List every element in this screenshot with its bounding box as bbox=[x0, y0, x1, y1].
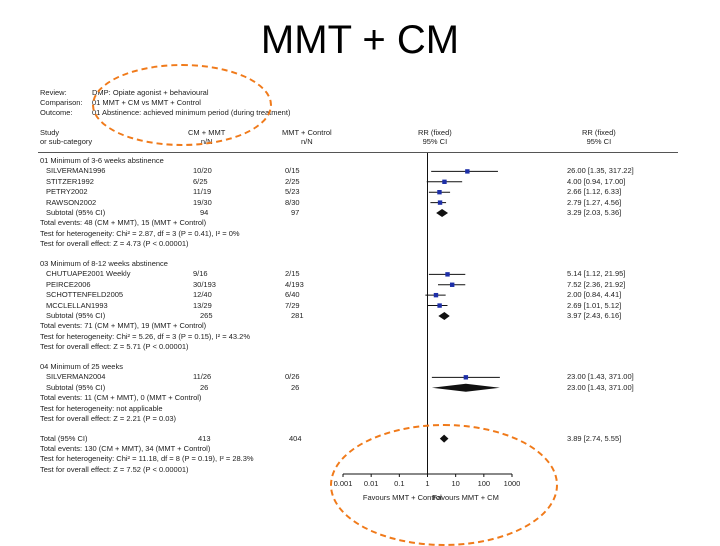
subtotal-label: Subtotal (95% CI) bbox=[46, 382, 106, 392]
group-note: Test for overall effect: Z = 5.71 (P < 0… bbox=[40, 342, 189, 352]
study-name: PETRY2002 bbox=[46, 187, 88, 197]
subtotal-treat: 265 bbox=[200, 310, 213, 320]
study-ci: 26.00 [1.35, 317.22] bbox=[567, 166, 634, 176]
review-key: Review: bbox=[40, 88, 67, 97]
col-rr: RR (fixed) 95% CI bbox=[582, 128, 616, 146]
study-name: SCHOTTENFELD2005 bbox=[46, 290, 124, 300]
subtotal-diamond bbox=[431, 383, 500, 392]
subtotal-treat: 94 bbox=[200, 208, 209, 217]
study-ci: 2.79 [1.27, 4.56] bbox=[567, 197, 622, 207]
point-estimate bbox=[442, 179, 447, 184]
annotation-ellipse-axis bbox=[330, 424, 558, 546]
point-estimate bbox=[445, 272, 450, 277]
study-name: RAWSON2002 bbox=[46, 197, 97, 207]
total-note: Test for heterogeneity: Chi² = 11.18, df… bbox=[40, 454, 254, 464]
group-title: 04 Minimum of 25 weeks bbox=[40, 361, 123, 371]
subtotal-label: Subtotal (95% CI) bbox=[46, 208, 106, 217]
study-treat: 10/20 bbox=[193, 166, 212, 176]
study-control: 0/26 bbox=[285, 372, 300, 382]
group-note: Test for heterogeneity: not applicable bbox=[40, 403, 163, 413]
study-ci: 5.14 [1.12, 21.95] bbox=[567, 269, 626, 279]
subtotal-control: 281 bbox=[291, 310, 304, 320]
point-estimate bbox=[437, 200, 443, 205]
study-control: 7/29 bbox=[285, 300, 300, 310]
total-note: Total events: 130 (CM + MMT), 34 (MMT + … bbox=[40, 444, 211, 454]
group-note: Total events: 11 (CM + MMT), 0 (MMT + Co… bbox=[40, 393, 202, 403]
point-estimate bbox=[433, 292, 439, 298]
point-estimate bbox=[465, 169, 470, 174]
study-treat: 9/16 bbox=[193, 269, 208, 279]
study-treat: 6/25 bbox=[193, 176, 208, 186]
study-treat: 19/30 bbox=[193, 197, 212, 207]
point-estimate bbox=[437, 303, 442, 308]
point-estimate bbox=[437, 190, 442, 195]
subtotal-diamond bbox=[436, 209, 449, 217]
col-control-line2: n/N bbox=[301, 137, 313, 146]
subtotal-control: 97 bbox=[291, 208, 300, 217]
study-ci: 2.00 [0.84, 4.41] bbox=[567, 290, 622, 300]
study-control: 4/193 bbox=[285, 279, 304, 289]
study-control: 8/30 bbox=[285, 197, 300, 207]
subtotal-ci: 23.00 [1.43, 371.00] bbox=[567, 382, 634, 392]
total-control: 404 bbox=[289, 433, 302, 443]
group-note: Total events: 48 (CM + MMT), 15 (MMT + C… bbox=[40, 218, 207, 228]
subtotal-label: Subtotal (95% CI) bbox=[46, 310, 106, 320]
study-ci: 23.00 [1.43, 371.00] bbox=[567, 372, 634, 382]
point-estimate bbox=[463, 375, 469, 380]
point-estimate bbox=[449, 282, 455, 287]
group-note: Test for overall effect: Z = 4.73 (P < 0… bbox=[40, 239, 189, 249]
group-title: 01 Minimum of 3-6 weeks abstinence bbox=[40, 156, 164, 165]
study-name: STITZER1992 bbox=[46, 176, 94, 186]
col-plot: RR (fixed) 95% CI bbox=[418, 128, 452, 146]
col-plot-line1: RR (fixed) bbox=[418, 128, 452, 137]
study-ci: 7.52 [2.36, 21.92] bbox=[567, 279, 626, 289]
total-note: Test for overall effect: Z = 7.52 (P < 0… bbox=[40, 464, 189, 474]
study-treat: 11/19 bbox=[193, 187, 212, 197]
slide-title: MMT + CM bbox=[260, 18, 460, 62]
col-control: MMT + Control n/N bbox=[282, 128, 332, 146]
study-control: 2/15 bbox=[285, 269, 300, 279]
subtotal-diamond bbox=[438, 311, 450, 320]
study-name: MCCLELLAN1993 bbox=[46, 300, 108, 310]
subtotal-ci: 3.97 [2.43, 6.16] bbox=[567, 310, 622, 320]
total-label: Total (95% CI) bbox=[40, 433, 88, 443]
study-control: 2/25 bbox=[285, 176, 300, 186]
study-ci: 2.66 [1.12, 6.33] bbox=[567, 187, 622, 197]
col-rr-line2: 95% CI bbox=[586, 137, 612, 146]
subtotal-treat: 26 bbox=[200, 382, 209, 392]
group-title: 03 Minimum of 8-12 weeks abstinence bbox=[40, 258, 168, 268]
study-treat: 12/40 bbox=[193, 290, 212, 300]
study-name: CHUTUAPE2001 Weekly bbox=[46, 269, 131, 279]
study-control: 5/23 bbox=[285, 187, 300, 197]
group-note: Total events: 71 (CM + MMT), 19 (MMT + C… bbox=[40, 321, 207, 331]
col-rr-line1: RR (fixed) bbox=[582, 128, 616, 137]
group-note: Test for heterogeneity: Chi² = 5.26, df … bbox=[40, 331, 250, 341]
comparison-key: Comparison: bbox=[40, 98, 83, 107]
col-control-line1: MMT + Control bbox=[282, 128, 332, 137]
study-name: SILVERMAN2004 bbox=[46, 372, 106, 382]
subtotal-control: 26 bbox=[291, 382, 300, 392]
study-name: SILVERMAN1996 bbox=[46, 166, 106, 176]
study-treat: 13/29 bbox=[193, 300, 212, 310]
total-treat: 413 bbox=[198, 433, 211, 443]
study-name: PEIRCE2006 bbox=[46, 279, 91, 289]
col-study-line2: or sub-category bbox=[40, 137, 93, 146]
col-plot-line2: 95% CI bbox=[422, 137, 448, 146]
col-study: Study or sub-category bbox=[40, 128, 92, 146]
outcome-key: Outcome: bbox=[40, 108, 73, 117]
group-note: Test for heterogeneity: Chi² = 2.87, df … bbox=[40, 228, 240, 238]
header-rule bbox=[38, 152, 678, 153]
study-ci: 2.69 [1.01, 5.12] bbox=[567, 300, 622, 310]
study-treat: 11/26 bbox=[193, 372, 212, 382]
subtotal-ci: 3.29 [2.03, 5.36] bbox=[567, 208, 622, 217]
group-note: Test for overall effect: Z = 2.21 (P = 0… bbox=[40, 413, 177, 423]
col-study-line1: Study bbox=[40, 128, 60, 137]
study-control: 0/15 bbox=[285, 166, 300, 176]
study-control: 6/40 bbox=[285, 290, 300, 300]
study-ci: 4.00 [0.94, 17.00] bbox=[567, 176, 626, 186]
total-ci: 3.89 [2.74, 5.55] bbox=[567, 433, 622, 443]
study-treat: 30/193 bbox=[193, 279, 216, 289]
annotation-ellipse-header bbox=[92, 64, 272, 146]
